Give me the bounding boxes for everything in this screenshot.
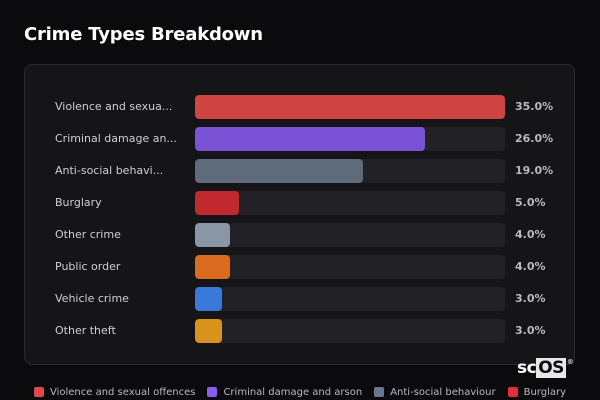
bar-track xyxy=(195,255,505,279)
chart-legend: Violence and sexual offences Criminal dam… xyxy=(0,384,600,400)
bar-track xyxy=(195,287,505,311)
bar-row: Anti-social behavi... 19.0% xyxy=(25,159,574,183)
legend-label: Burglary xyxy=(523,386,567,398)
bar-fill[interactable] xyxy=(195,159,364,183)
bar-value: 5.0% xyxy=(515,196,546,209)
bar-label: Criminal damage an... xyxy=(55,132,177,145)
bar-fill[interactable] xyxy=(195,223,231,247)
registered-mark: ® xyxy=(566,358,574,366)
legend-item[interactable]: Anti-social behaviour xyxy=(374,384,496,400)
legend-swatch-icon xyxy=(507,387,518,397)
bar-track xyxy=(195,223,505,247)
legend-label: Anti-social behaviour xyxy=(390,386,496,398)
bar-fill[interactable] xyxy=(195,319,222,343)
bar-track xyxy=(195,159,505,183)
bar-fill[interactable] xyxy=(195,191,240,215)
bar-fill[interactable] xyxy=(195,255,231,279)
bar-row: Public order 4.0% xyxy=(25,255,574,279)
bar-track xyxy=(195,95,505,119)
legend-label: Criminal damage and arson xyxy=(223,386,363,398)
bar-fill[interactable] xyxy=(195,287,222,311)
bar-row: Other crime 4.0% xyxy=(25,223,574,247)
legend-swatch-icon xyxy=(207,387,218,397)
bar-fill[interactable] xyxy=(195,95,505,119)
bar-label: Public order xyxy=(55,260,121,273)
chart-card: Violence and sexua... 35.0% Criminal damag… xyxy=(24,64,575,365)
bar-fill[interactable] xyxy=(195,127,426,151)
bar-label: Anti-social behavi... xyxy=(55,164,164,177)
chart-title: Crime Types Breakdown xyxy=(24,24,263,45)
bar-row: Criminal damage an... 26.0% xyxy=(25,127,574,151)
bar-value: 3.0% xyxy=(515,324,546,337)
bar-value: 26.0% xyxy=(515,132,554,145)
bar-label: Other theft xyxy=(55,324,116,337)
bar-track xyxy=(195,191,505,215)
bar-value: 3.0% xyxy=(515,292,546,305)
bar-track xyxy=(195,319,505,343)
logo-highlight: OS xyxy=(536,358,566,378)
bar-label: Violence and sexua... xyxy=(55,100,173,113)
legend-label: Violence and sexual offences xyxy=(49,386,196,398)
bar-value: 35.0% xyxy=(515,100,554,113)
bar-label: Burglary xyxy=(55,196,102,209)
bar-value: 4.0% xyxy=(515,228,546,241)
logo-prefix: sc xyxy=(517,358,537,378)
legend-item[interactable]: Violence and sexual offences xyxy=(33,384,196,400)
bar-row: Other theft 3.0% xyxy=(25,319,574,343)
legend-item[interactable]: Criminal damage and arson xyxy=(207,384,362,400)
bar-row: Violence and sexua... 35.0% xyxy=(25,95,574,119)
bar-row: Burglary 5.0% xyxy=(25,191,574,215)
legend-swatch-icon xyxy=(33,387,44,397)
legend-item[interactable]: Burglary xyxy=(507,384,567,400)
bar-row: Vehicle crime 3.0% xyxy=(25,287,574,311)
legend-swatch-icon xyxy=(374,387,385,397)
bar-label: Other crime xyxy=(55,228,121,241)
bar-value: 19.0% xyxy=(515,164,554,177)
bar-label: Vehicle crime xyxy=(55,292,129,305)
bar-value: 4.0% xyxy=(515,260,546,273)
bar-track xyxy=(195,127,505,151)
scos-logo: sc OS ® xyxy=(517,358,574,378)
